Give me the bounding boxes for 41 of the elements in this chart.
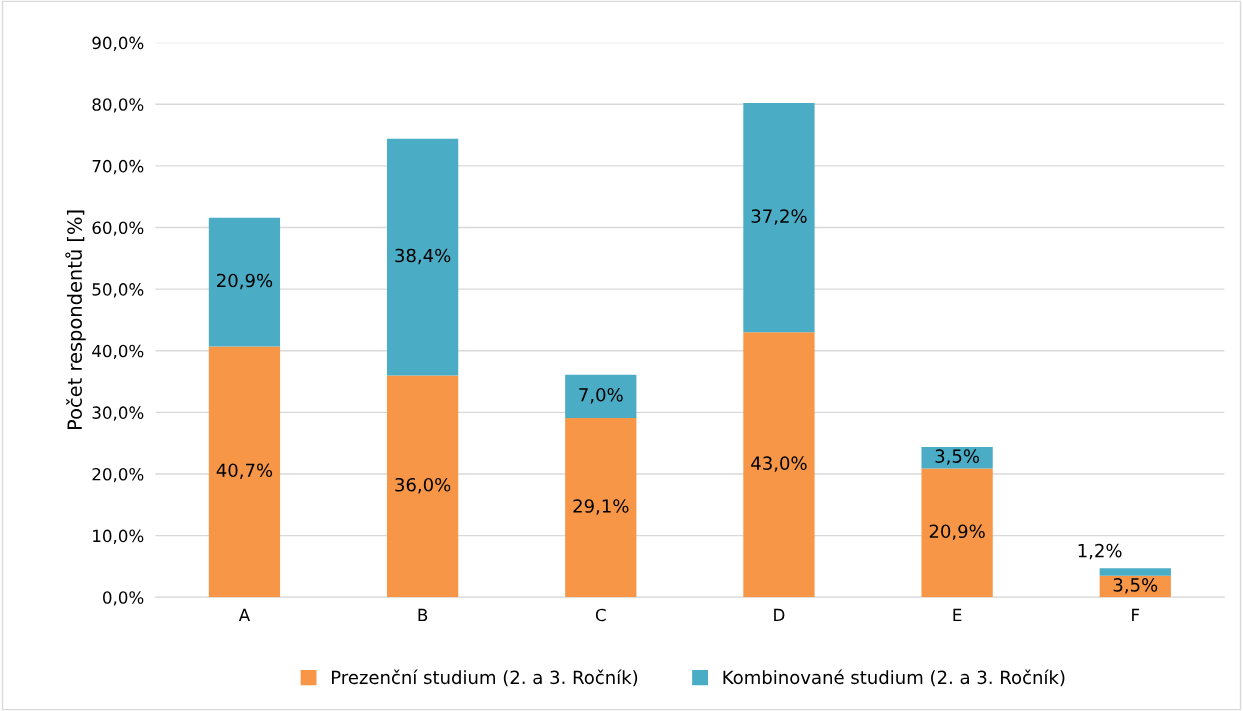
bar bbox=[208, 217, 281, 347]
x-tick-label: A bbox=[238, 608, 251, 622]
bar bbox=[208, 346, 281, 598]
data-label: 3,5% bbox=[1113, 578, 1158, 594]
x-tick-label: B bbox=[418, 608, 428, 622]
bar bbox=[921, 468, 993, 598]
data-label: 36,0% bbox=[395, 477, 451, 494]
y-tick-label: 0,0% bbox=[103, 591, 144, 606]
legend-label: Prezenční studium (2. a 3. Ročník) bbox=[332, 669, 638, 687]
y-tick-label: 80,0% bbox=[92, 98, 144, 113]
data-label: 20,9% bbox=[929, 524, 985, 540]
x-tick-label: F bbox=[1132, 608, 1140, 622]
data-label: 1,2% bbox=[1078, 543, 1122, 560]
data-label: 43,0% bbox=[751, 456, 807, 472]
y-tick-label: 10,0% bbox=[93, 529, 144, 544]
y-tick-label: 60,0% bbox=[92, 221, 144, 236]
data-label: 3,5% bbox=[935, 449, 980, 465]
y-tick-label: 40,0% bbox=[92, 344, 144, 360]
y-tick-label: 50,0% bbox=[92, 283, 144, 298]
bar bbox=[565, 417, 637, 598]
x-tick-label: D bbox=[774, 608, 785, 622]
bar bbox=[386, 375, 459, 598]
y-tick-label: 90,0% bbox=[92, 36, 144, 51]
bar bbox=[386, 138, 459, 376]
x-tick-label: E bbox=[953, 608, 962, 622]
bar bbox=[743, 103, 815, 333]
data-label: 38,4% bbox=[395, 248, 451, 265]
bar bbox=[565, 374, 637, 418]
y-tick-label: 20,0% bbox=[92, 467, 144, 483]
legend-label: Kombinované studium (2. a 3. Ročník) bbox=[723, 669, 1065, 687]
data-label: 20,9% bbox=[217, 273, 273, 290]
data-label: 40,7% bbox=[216, 463, 273, 479]
data-label: 7,0% bbox=[579, 387, 623, 404]
y-tick-label: 30,0% bbox=[92, 406, 144, 421]
y-tick-label: 70,0% bbox=[92, 159, 144, 175]
bar bbox=[743, 332, 815, 598]
data-label: 29,1% bbox=[573, 499, 629, 515]
data-label: 37,2% bbox=[751, 209, 807, 225]
x-tick-label: C bbox=[595, 608, 606, 622]
y-axis-title: Počet respondentů [%] bbox=[65, 210, 86, 430]
bar bbox=[1099, 568, 1171, 576]
